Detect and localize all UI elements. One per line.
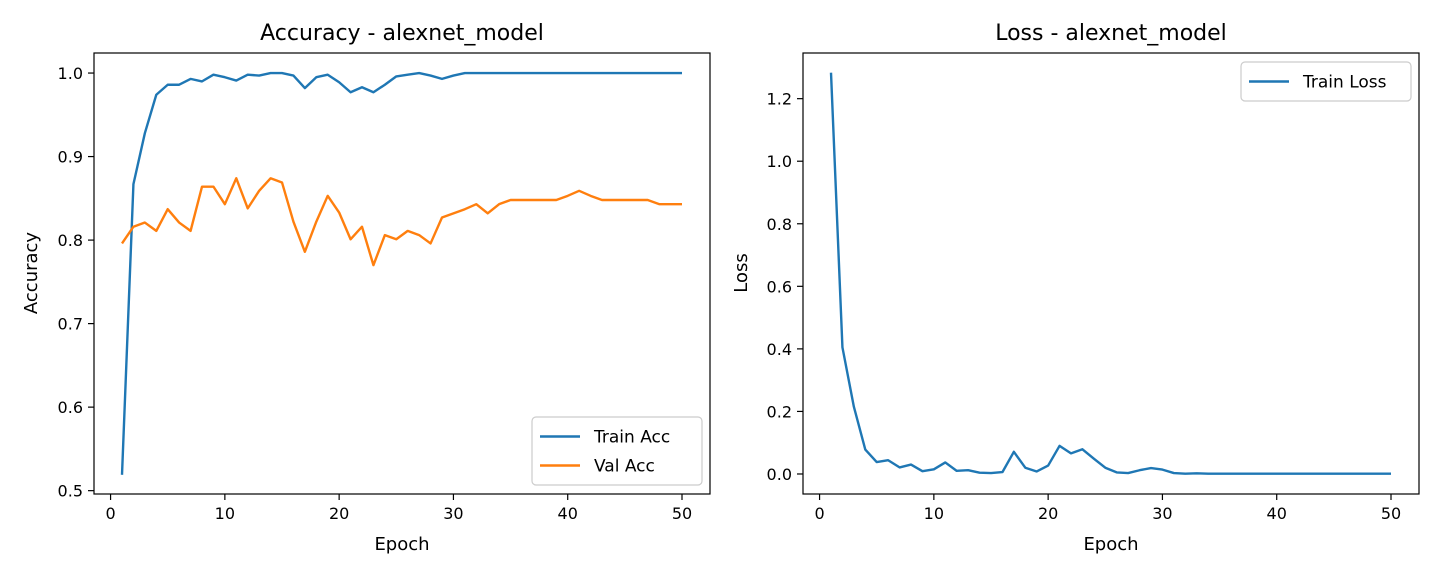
series-line: [121, 177, 682, 267]
y-tick-label: 0.5: [58, 482, 83, 501]
legend-label: Val Acc: [594, 457, 655, 477]
x-tick-label: 0: [105, 504, 115, 523]
series-line: [120, 71, 682, 475]
x-tick-label: 40: [558, 504, 578, 523]
y-tick-label: 0.2: [767, 402, 792, 421]
legend-label: Train Loss: [1302, 73, 1387, 93]
legend: Train Acc Val Acc: [531, 416, 703, 486]
x-tick-label: 30: [1152, 504, 1172, 523]
y-tick-label: 0.8: [58, 231, 83, 250]
axes-frame: [93, 52, 711, 495]
y-tick-label: 0.6: [58, 398, 83, 417]
y-tick-label: 1.2: [767, 90, 792, 109]
chart-title: Accuracy - alexnet_model: [260, 21, 544, 46]
y-tick-label: 0.6: [767, 277, 792, 296]
accuracy-chart: Accuracy - alexnet_model 0 10 20 30 40 50 0.5…: [21, 21, 711, 555]
chart-title: Loss - alexnet_model: [995, 21, 1227, 46]
y-axis-label: Loss: [731, 253, 752, 292]
x-tick-label: 30: [443, 504, 463, 523]
legend: Train Loss: [1240, 61, 1412, 102]
y-tick-label: 1.0: [58, 64, 83, 83]
axes-frame: [802, 52, 1420, 495]
y-tick-label: 0.8: [767, 215, 792, 234]
y-tick-label: 1.0: [767, 152, 792, 171]
x-axis: 0 10 20 30 40 50: [105, 494, 692, 523]
x-axis: 0 10 20 30 40 50: [814, 494, 1401, 523]
y-axis: 0.0 0.2 0.4 0.6 0.8 1.0 1.2: [767, 90, 803, 484]
x-tick-label: 50: [672, 504, 692, 523]
loss-chart: Loss - alexnet_model 0 10 20 30 40 50 0.00.20…: [731, 21, 1420, 555]
x-tick-label: 40: [1267, 504, 1287, 523]
y-axis: 0.5 0.6 0.7 0.8 0.9 1.0: [58, 64, 94, 501]
x-tick-label: 20: [329, 504, 349, 523]
y-tick-label: 0.9: [58, 148, 83, 167]
x-axis-label: Epoch: [374, 534, 429, 555]
x-axis-label: Epoch: [1083, 534, 1138, 555]
series-line: [829, 72, 1391, 475]
y-tick-label: 0.7: [58, 315, 83, 334]
y-tick-label: 0.4: [767, 340, 792, 359]
y-axis-label: Accuracy: [21, 232, 42, 315]
legend-label: Train Acc: [593, 428, 670, 448]
x-tick-label: 10: [924, 504, 944, 523]
plot-area: [120, 71, 682, 475]
y-tick-label: 0.0: [767, 465, 792, 484]
legend-frame: [1240, 61, 1412, 102]
x-tick-label: 0: [814, 504, 824, 523]
legend-frame: [531, 416, 703, 486]
x-tick-label: 10: [215, 504, 235, 523]
x-tick-label: 20: [1038, 504, 1058, 523]
x-tick-label: 50: [1381, 504, 1401, 523]
plot-area: [829, 72, 1391, 475]
